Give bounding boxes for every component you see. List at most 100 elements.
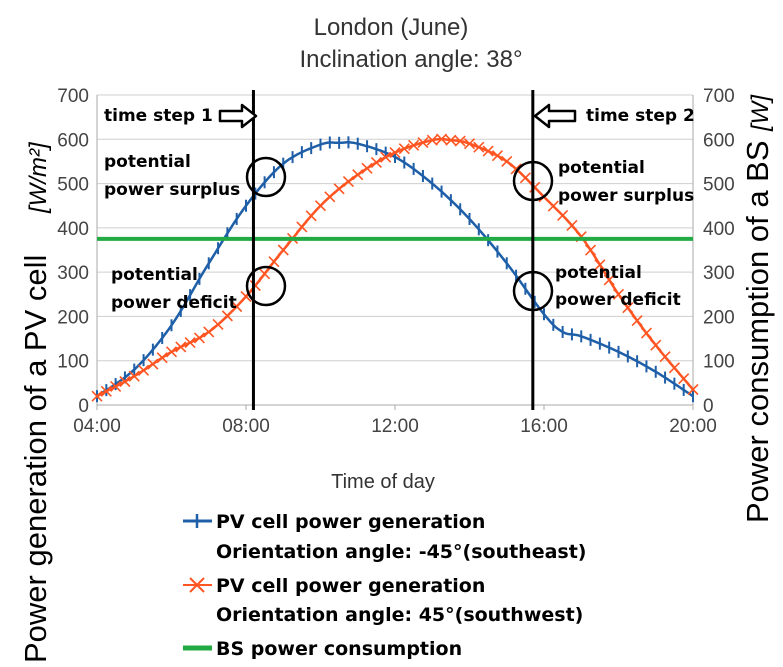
data-point-x bbox=[324, 191, 336, 203]
right-y-tick-label: 700 bbox=[703, 86, 735, 107]
legend-southwest-label-line2: Orientation angle: 45°(southwest) bbox=[216, 604, 583, 626]
data-point-x bbox=[435, 133, 448, 145]
series-layer bbox=[91, 133, 699, 403]
data-point-x bbox=[547, 200, 559, 212]
x-tick-label: 08:00 bbox=[222, 416, 270, 437]
right-y-tick-label: 300 bbox=[703, 263, 735, 284]
x-tick-label: 16:00 bbox=[520, 416, 568, 437]
surplus-left-line2: power surplus bbox=[104, 180, 240, 200]
data-point-x bbox=[156, 352, 168, 364]
data-point-x bbox=[510, 163, 522, 175]
right-y-tick-label: 100 bbox=[703, 352, 735, 373]
time-step-1-label: time step 1 bbox=[104, 106, 213, 126]
data-point-x bbox=[668, 362, 680, 374]
left-y-ticks: 0 100 200 300 400 500 600 700 bbox=[57, 86, 89, 417]
legend-southeast-label: PV cell power generation bbox=[216, 511, 485, 533]
time-step-2-label: time step 2 bbox=[586, 106, 695, 126]
left-y-tick-label: 200 bbox=[57, 307, 89, 328]
data-point-x bbox=[687, 383, 699, 396]
data-point-x bbox=[333, 183, 345, 195]
arrow-right-icon bbox=[218, 103, 258, 129]
left-y-tick-label: 400 bbox=[57, 219, 89, 240]
right-y-tick-label: 400 bbox=[703, 219, 735, 240]
x-tick-label: 12:00 bbox=[371, 416, 419, 437]
x-axis-label: Time of day bbox=[331, 471, 435, 493]
data-point-x bbox=[519, 172, 531, 184]
data-point-x bbox=[408, 139, 420, 151]
data-point-x bbox=[259, 268, 271, 280]
data-point-x bbox=[445, 134, 457, 146]
legend-southeast-swatch bbox=[183, 514, 212, 528]
deficit-marker-right bbox=[512, 270, 554, 312]
surplus-right-line1: potential bbox=[558, 158, 645, 178]
data-point-x bbox=[305, 210, 317, 222]
data-point-x bbox=[128, 370, 140, 382]
x-tick-label: 04:00 bbox=[73, 416, 121, 437]
data-point-x bbox=[212, 318, 224, 330]
chart-subtitle: Inclination angle: 38° bbox=[299, 46, 522, 73]
arrow-left-icon bbox=[533, 103, 577, 129]
data-point-x bbox=[203, 326, 215, 338]
chart-title: London (June) bbox=[314, 14, 469, 41]
series-0 bbox=[96, 136, 694, 403]
data-point-x bbox=[314, 200, 327, 212]
right-y-tick-label: 600 bbox=[703, 130, 735, 151]
data-point-x bbox=[268, 256, 280, 268]
left-y-tick-label: 600 bbox=[57, 130, 89, 151]
data-point-x bbox=[100, 385, 112, 397]
data-point-x bbox=[137, 364, 150, 376]
data-point-x bbox=[622, 302, 634, 314]
data-point-x bbox=[147, 358, 159, 370]
data-point-x bbox=[426, 134, 438, 146]
surplus-right-line2: power surplus bbox=[558, 186, 694, 206]
deficit-left-line2: power deficit bbox=[111, 293, 237, 313]
right-axis-label: Power consumption of a BS [W] bbox=[740, 94, 775, 523]
data-point-x bbox=[594, 259, 606, 271]
data-point-x bbox=[417, 136, 429, 149]
deficit-left-line1: potential bbox=[111, 265, 198, 285]
data-point-x bbox=[277, 244, 289, 256]
right-y-tick-label: 0 bbox=[703, 396, 714, 417]
annotations: time step 1 time step 2 potential power … bbox=[104, 103, 695, 313]
data-point-x bbox=[659, 351, 671, 363]
data-point-x bbox=[389, 147, 401, 159]
data-point-x bbox=[370, 156, 382, 169]
right-y-tick-label: 500 bbox=[703, 175, 735, 196]
data-point-x bbox=[352, 169, 364, 181]
data-point-x bbox=[119, 375, 131, 388]
data-point-x bbox=[678, 373, 690, 385]
data-point-x bbox=[557, 209, 569, 221]
data-point-x bbox=[566, 219, 578, 231]
data-point-x bbox=[110, 380, 122, 393]
data-point-x bbox=[91, 390, 103, 402]
data-point-x bbox=[184, 337, 196, 349]
left-y-tick-label: 700 bbox=[57, 86, 89, 107]
legend-southeast-label-line2: Orientation angle: -45°(southeast) bbox=[216, 541, 587, 563]
data-point-x bbox=[296, 221, 308, 233]
right-y-tick-label: 200 bbox=[703, 307, 735, 328]
left-y-tick-label: 0 bbox=[78, 396, 89, 417]
legend-southwest-swatch bbox=[183, 577, 212, 593]
data-point-x bbox=[501, 155, 513, 167]
left-axis-label: Power generation of a PV cell [W/m²] bbox=[18, 141, 53, 663]
data-point-x bbox=[175, 341, 187, 353]
left-axis-label-text: Power generation of a PV cell bbox=[18, 255, 53, 663]
legend-bs-label: BS power consumption bbox=[216, 638, 462, 660]
time-step-lines bbox=[251, 90, 535, 410]
left-y-tick-label: 100 bbox=[57, 352, 89, 373]
data-point-x bbox=[463, 138, 476, 150]
data-point-x bbox=[221, 310, 233, 322]
data-point-x bbox=[380, 151, 392, 163]
grid bbox=[96, 94, 694, 406]
right-axis-unit: [W] bbox=[747, 94, 774, 132]
deficit-marker-left bbox=[245, 265, 287, 307]
deficit-right-line1: potential bbox=[555, 263, 642, 283]
data-point-x bbox=[473, 141, 485, 153]
legend: PV cell power generation Orientation ang… bbox=[183, 511, 587, 660]
data-point-x bbox=[584, 244, 597, 256]
data-point-x bbox=[491, 150, 504, 162]
data-point-x bbox=[603, 274, 615, 286]
x-ticks: 04:00 08:00 12:00 16:00 20:00 bbox=[73, 405, 717, 437]
data-point-x bbox=[361, 162, 373, 174]
